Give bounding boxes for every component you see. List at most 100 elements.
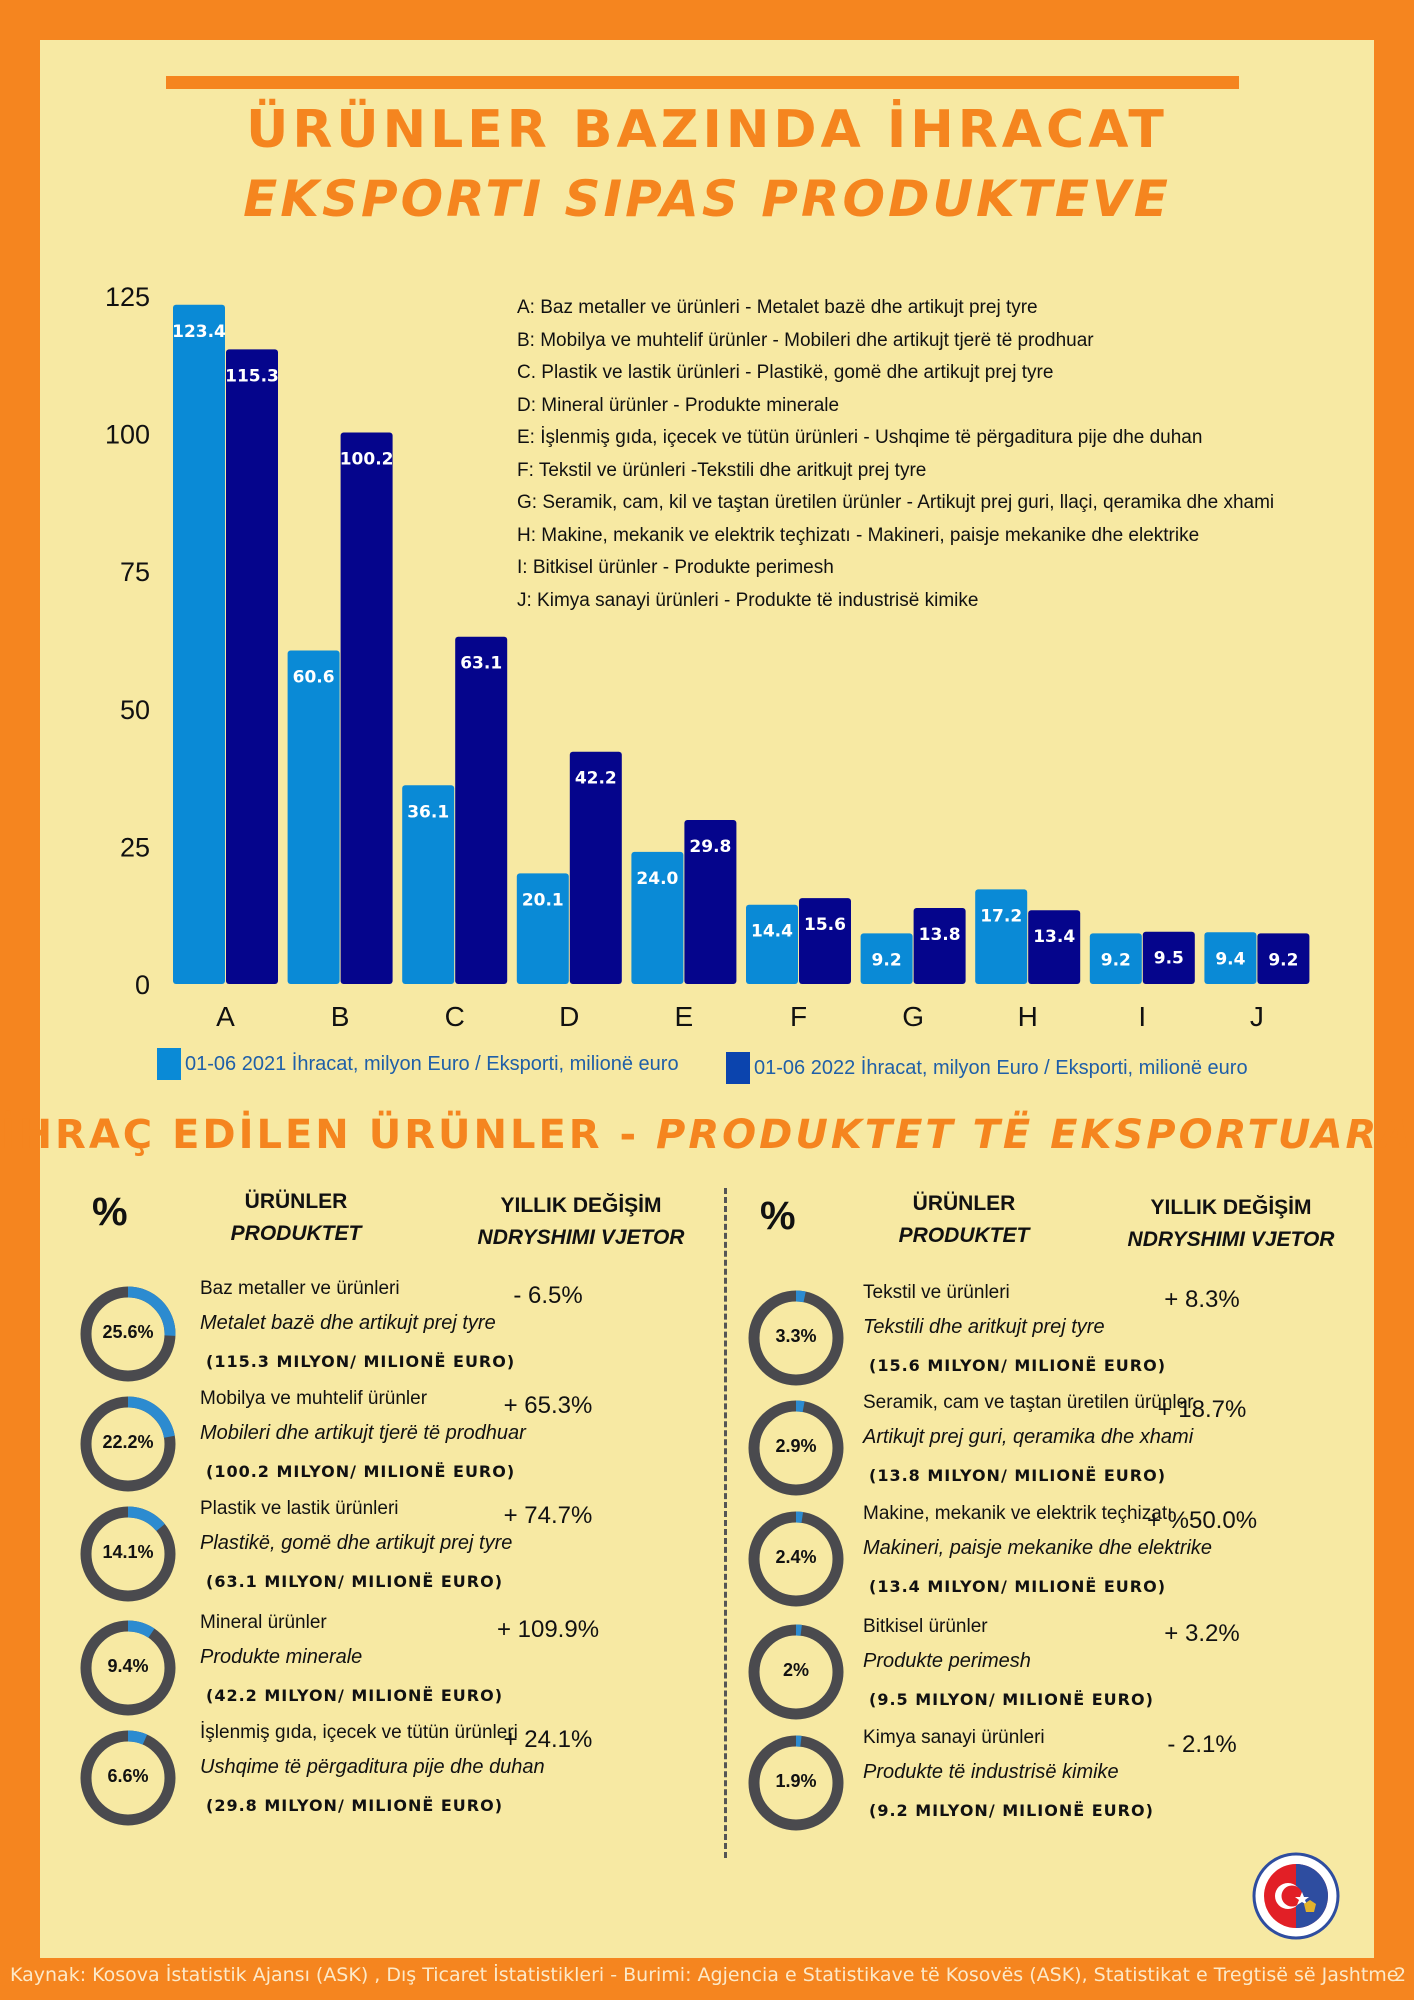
bar-J-2021 (1204, 932, 1257, 984)
share-donut: 2.9% (748, 1400, 844, 1496)
product-name-tr: Kimya sanayi ürünleri (863, 1727, 1045, 1748)
column-divider (724, 1188, 727, 1858)
change-header-right: YILLIK DEĞİŞİM NDRYSHIMI VJETOR (1106, 1192, 1356, 1256)
product-name-sq: Produkte minerale (200, 1646, 363, 1668)
product-name-sq: Mobileri dhe artikujt tjerë të prodhuar (200, 1422, 526, 1444)
product-amount: (9.5 MILYON/ MILIONË EURO) (869, 1690, 1154, 1709)
title-accent-bar (166, 76, 1239, 89)
product-amount: (13.8 MILYON/ MILIONË EURO) (869, 1466, 1167, 1485)
bar-I-2022 (1142, 931, 1195, 984)
y-tick-label: 75 (120, 557, 150, 587)
share-donut: 25.6% (80, 1286, 176, 1382)
products-header-sq: PRODUKTET (230, 1222, 362, 1245)
product-name-tr: Plastik ve lastik ürünleri (200, 1498, 399, 1519)
category-definition: J: Kimya sanayi ürünleri - Produkte të i… (517, 589, 979, 611)
bar-value-label: 63.1 (460, 654, 502, 674)
y-tick-label: 25 (120, 832, 150, 862)
donut-share-arc (748, 1511, 844, 1607)
change-header-sq: NDRYSHIMI VJETOR (477, 1226, 685, 1249)
x-tick-label: F (790, 1001, 807, 1032)
donut-share-arc (748, 1290, 844, 1386)
donut-pct-label: 2% (782, 1660, 809, 1680)
bar-D-2021 (516, 873, 569, 984)
donut-share-arc (80, 1730, 176, 1826)
x-tick-label: J (1250, 1001, 1264, 1032)
category-definition: H: Makine, mekanik ve elektrik teçhizatı… (517, 524, 1200, 546)
donut-pct-label: 25.6% (102, 1322, 154, 1342)
product-name-tr: Baz metaller ve ürünleri (200, 1278, 400, 1299)
pct-header-right: % (760, 1194, 796, 1238)
bar-chart: 0 25 50 75 100 125 123.4 115.3 A 60.6 100.2 B 36.1 63… (105, 282, 1310, 1032)
share-donut: 6.6% (80, 1730, 176, 1826)
source-footer: Kaynak: Kosova İstatistik Ajansı (ASK) ,… (10, 1964, 1399, 1986)
change-header-sq: NDRYSHIMI VJETOR (1127, 1228, 1335, 1251)
product-name-tr: Mobilya ve muhtelif ürünler (200, 1388, 428, 1409)
category-definition: E: İşlenmiş gıda, içecek ve tütün ürünle… (517, 427, 1203, 448)
y-tick-label: 0 (135, 970, 150, 1000)
product-name-tr: Bitkisel ürünler (863, 1616, 988, 1637)
product-amount: (63.1 MILYON/ MILIONË EURO) (206, 1572, 504, 1591)
annual-change: + 109.9% (496, 1616, 600, 1643)
legend-label-2022: 01-06 2022 İhracat, milyon Euro / Ekspor… (754, 1056, 1248, 1079)
share-donut: 14.1% (80, 1506, 176, 1602)
category-definition: G: Seramik, cam, kil ve taştan üretilen … (517, 492, 1275, 513)
bar-value-label: 13.4 (1033, 927, 1075, 947)
product-name-sq: Makineri, paisje mekanike dhe elektrike (863, 1537, 1213, 1559)
annual-change: - 2.1% (1167, 1731, 1237, 1758)
bar-value-label: 9.2 (1268, 950, 1298, 970)
products-header-right: ÜRÜNLER PRODUKTET (864, 1188, 1064, 1252)
bar-F-2021 (746, 904, 798, 984)
product-name-tr: Seramik, cam ve taştan üretilen ürünler (863, 1392, 1194, 1413)
donut-pct-label: 22.2% (102, 1432, 154, 1452)
section-title-sq: PRODUKTET TË EKSPORTUARA (656, 1112, 1414, 1158)
product-name-sq: Ushqime të përgaditura pije dhe duhan (200, 1756, 545, 1778)
chamber-logo (1252, 1852, 1340, 1940)
share-donut: 9.4% (80, 1620, 176, 1716)
bar-value-label: 60.6 (293, 667, 335, 687)
page-title: ÜRÜNLER BAZINDA İHRACAT (246, 100, 1168, 160)
legend-swatch-2022 (726, 1052, 750, 1084)
legend-item-2021: 01-06 2021 İhracat, milyon Euro / Ekspor… (157, 1048, 679, 1080)
donut-pct-label: 2.4% (775, 1547, 817, 1567)
y-tick-label: 50 (120, 695, 150, 725)
bar-E-2022 (684, 819, 737, 984)
share-donut: 2.4% (748, 1511, 844, 1607)
bar-value-label: 24.0 (636, 869, 678, 889)
bar-value-label: 17.2 (980, 906, 1022, 926)
donut-share-arc (748, 1400, 844, 1496)
donut-share-arc (80, 1506, 176, 1602)
bar-J-2022 (1257, 933, 1310, 984)
bar-A-2021 (173, 304, 225, 984)
y-tick-label: 100 (105, 420, 150, 450)
bar-value-label: 9.5 (1154, 949, 1184, 969)
bar-B-2022 (340, 432, 393, 984)
share-donut: 22.2% (80, 1396, 176, 1492)
bar-C-2022 (455, 636, 508, 984)
donut-share-arc (748, 1624, 844, 1720)
bar-value-label: 100.2 (340, 449, 394, 469)
section-title: İHRAÇ EDİLEN ÜRÜNLER - PRODUKTET TË EKSP… (0, 1112, 1414, 1158)
legend-swatch-2021 (157, 1048, 181, 1080)
annual-change: + 24.1% (503, 1726, 593, 1753)
product-name-sq: Produkte të industrisë kimike (863, 1761, 1119, 1783)
product-name-sq: Tekstili dhe aritkujt prej tyre (863, 1316, 1105, 1338)
donut-share-arc (748, 1735, 844, 1831)
change-header-left: YILLIK DEĞİŞİM NDRYSHIMI VJETOR (456, 1190, 706, 1254)
x-tick-label: H (1018, 1001, 1038, 1032)
product-amount: (13.4 MILYON/ MILIONË EURO) (869, 1577, 1167, 1596)
donut-pct-label: 2.9% (775, 1436, 817, 1456)
x-tick-label: I (1138, 1001, 1146, 1032)
bar-value-label: 42.2 (575, 769, 617, 789)
donut-share-arc (80, 1286, 176, 1382)
x-tick-label: C (445, 1001, 465, 1032)
product-name-sq: Artikujt prej guri, qeramika dhe xhami (863, 1426, 1194, 1448)
pct-header-left: % (92, 1190, 128, 1234)
category-definition: D: Mineral ürünler - Produkte minerale (517, 394, 840, 416)
x-tick-label: A (216, 1001, 235, 1032)
category-definition: F: Tekstil ve ürünleri -Tekstili dhe ari… (517, 459, 927, 481)
legend-label-2021: 01-06 2021 İhracat, milyon Euro / Ekspor… (185, 1052, 679, 1075)
product-name-tr: Makine, mekanik ve elektrik teçhizatı (863, 1503, 1173, 1524)
bar-A-2022 (226, 349, 278, 984)
products-header-left: ÜRÜNLER PRODUKTET (196, 1186, 396, 1250)
annual-change: + 3.2% (1164, 1620, 1240, 1647)
